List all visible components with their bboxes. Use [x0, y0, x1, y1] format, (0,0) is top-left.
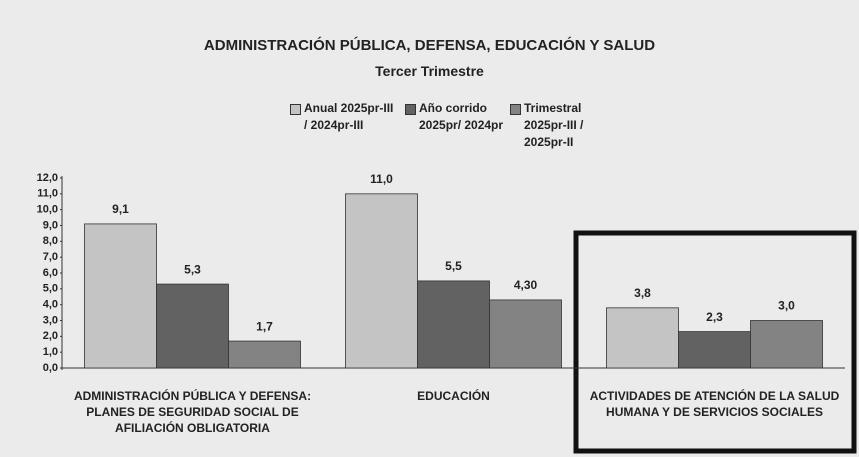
value-label: 1,7	[256, 319, 273, 333]
bar	[607, 308, 679, 368]
y-tick-label: 9,0	[43, 219, 58, 231]
x-tick-label: ACTIVIDADES DE ATENCIÓN DE LA SALUD HUMA…	[590, 388, 840, 420]
chart-subtitle: Tercer Trimestre	[0, 63, 859, 79]
y-tick-label: 1,0	[43, 346, 58, 358]
y-tick-label: 3,0	[43, 314, 58, 326]
legend-swatch	[405, 104, 416, 115]
x-tick-label: ADMINISTRACIÓN PÚBLICA Y DEFENSA: PLANES…	[68, 388, 318, 436]
bar	[229, 341, 301, 368]
legend-swatch	[290, 104, 301, 115]
y-tick-label: 7,0	[43, 251, 58, 263]
y-tick-label: 6,0	[43, 267, 58, 279]
y-tick-label: 11,0	[37, 188, 58, 200]
bar	[418, 281, 490, 368]
x-tick-label: EDUCACIÓN	[329, 388, 579, 404]
bar	[157, 284, 229, 368]
y-tick-label: 2,0	[43, 330, 58, 342]
y-tick-label: 4,0	[43, 299, 58, 311]
bar	[751, 321, 823, 369]
value-label: 3,0	[778, 299, 795, 313]
value-label: 9,1	[112, 202, 129, 216]
value-label: 5,3	[184, 262, 201, 276]
value-label: 3,8	[634, 286, 651, 300]
legend-entry: Anual 2025pr-III / 2024pr-III	[290, 100, 399, 134]
y-tick-label: 0,0	[43, 362, 58, 374]
legend-entry: Año corrido 2025pr/ 2024pr	[405, 100, 514, 134]
value-label: 5,5	[445, 259, 462, 273]
legend-entry: Trimestral 2025pr-III / 2025pr-II	[510, 100, 619, 151]
legend-swatch	[510, 104, 521, 115]
value-label: 11,0	[370, 172, 393, 186]
y-tick-label: 12,0	[37, 172, 58, 184]
bar	[85, 224, 157, 368]
chart-title: ADMINISTRACIÓN PÚBLICA, DEFENSA, EDUCACI…	[0, 37, 859, 54]
bar	[490, 300, 562, 368]
bar	[346, 194, 418, 368]
bar	[679, 332, 751, 368]
y-tick-label: 10,0	[37, 204, 58, 216]
value-label: 4,30	[514, 278, 538, 292]
y-tick-label: 5,0	[43, 283, 58, 295]
y-tick-label: 8,0	[43, 235, 58, 247]
chart: 0,0 1,0 2,0 3,0 4,0 5,0 6,0 7,0 8,0 9,0 10,0 11,0 12…	[0, 0, 859, 457]
value-label: 2,3	[706, 310, 723, 324]
